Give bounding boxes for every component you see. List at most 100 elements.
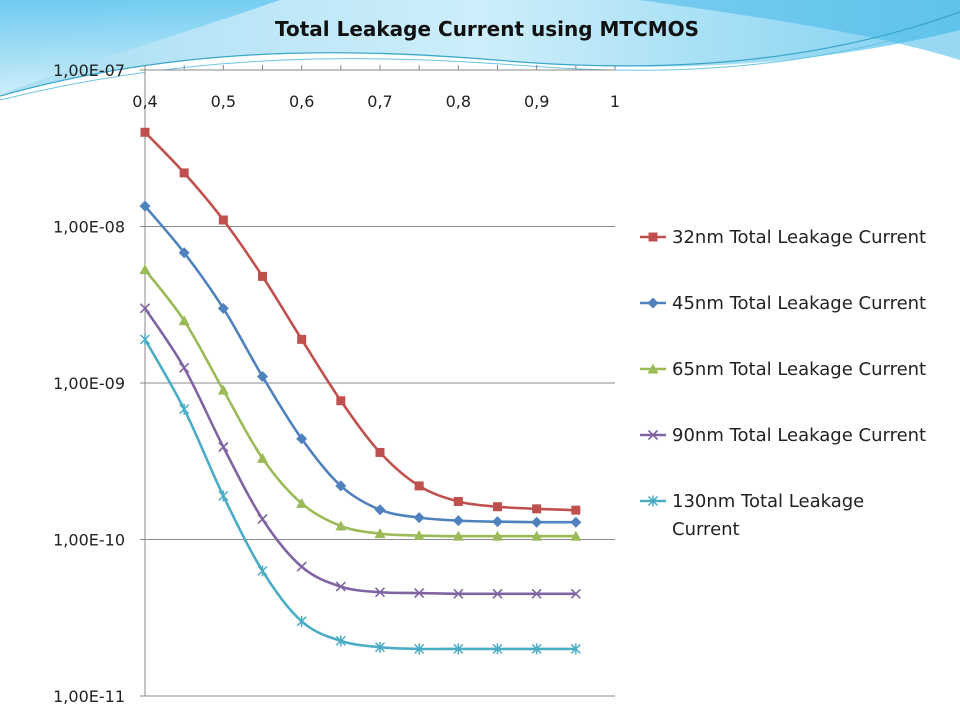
x-tick-label: 0,8 xyxy=(446,92,471,111)
data-point-marker xyxy=(532,504,542,514)
data-point-marker xyxy=(493,502,502,512)
data-point-marker xyxy=(413,512,425,524)
legend-entry: 32nm Total Leakage Current xyxy=(640,227,926,248)
data-point-marker xyxy=(139,264,151,275)
data-point-marker xyxy=(374,587,386,598)
data-point-marker xyxy=(336,396,346,406)
header-wave-decoration xyxy=(0,0,960,101)
data-point-marker xyxy=(374,528,386,539)
x-tick-label: 0,6 xyxy=(289,92,314,111)
data-point-marker xyxy=(647,429,659,441)
data-point-marker xyxy=(335,635,346,647)
data-point-marker xyxy=(414,481,424,491)
data-point-marker xyxy=(647,495,659,507)
plot-area: 0,4 0,5 0,6 0,7 0,8 0,9 1 1,00E-071,00E-081,00… xyxy=(53,61,620,706)
legend-entry: 130nm Total Leakage Current xyxy=(640,491,864,540)
legend-label: 90nm Total Leakage Current xyxy=(672,425,926,446)
data-point-marker xyxy=(218,441,229,453)
data-point-marker xyxy=(218,215,228,225)
data-point-marker xyxy=(492,530,503,541)
x-tick-label: 0,5 xyxy=(211,92,236,111)
legend-entry: 90nm Total Leakage Current xyxy=(640,425,926,446)
legend-label: 45nm Total Leakage Current xyxy=(672,293,926,314)
data-point-marker xyxy=(492,643,503,655)
data-point-marker xyxy=(413,530,425,541)
data-point-marker xyxy=(453,588,464,599)
legend-label: 65nm Total Leakage Current xyxy=(672,359,926,380)
y-tick-label: 1,00E-08 xyxy=(53,218,125,237)
legend: 32nm Total Leakage Current 45nm Total Lea… xyxy=(640,227,926,540)
data-point-marker xyxy=(374,641,386,653)
data-point-marker xyxy=(139,333,151,345)
legend-entry: 65nm Total Leakage Current xyxy=(640,359,926,380)
series-2 xyxy=(139,200,582,528)
data-point-marker xyxy=(453,496,463,506)
data-point-marker xyxy=(139,200,151,212)
data-point-marker xyxy=(531,643,542,655)
y-tick-label: 1,00E-09 xyxy=(53,374,125,393)
data-point-marker xyxy=(139,303,151,314)
data-point-marker xyxy=(296,561,307,572)
data-point-marker xyxy=(217,302,229,314)
data-point-marker xyxy=(258,271,267,281)
y-axis-ticks: 1,00E-07 1,00E-08 1,00E-09 1,00E-10 1,00E-11 xyxy=(53,61,145,706)
data-point-marker xyxy=(296,615,307,627)
data-point-marker xyxy=(492,588,503,599)
series-4 xyxy=(139,303,581,599)
data-point-marker xyxy=(178,315,190,326)
data-point-marker xyxy=(570,588,581,599)
data-point-marker xyxy=(179,168,189,178)
series-1 xyxy=(140,127,581,515)
x-tick-label: 0,7 xyxy=(367,92,392,111)
data-point-marker xyxy=(531,588,542,599)
data-point-marker xyxy=(257,371,268,383)
y-tick-label: 1,00E-11 xyxy=(53,687,125,706)
data-point-marker xyxy=(647,363,659,374)
data-point-marker xyxy=(217,384,229,395)
legend-entry: 45nm Total Leakage Current xyxy=(640,293,926,314)
data-point-marker xyxy=(414,643,425,655)
data-point-marker xyxy=(335,480,347,492)
y-tick-label: 1,00E-10 xyxy=(53,531,125,550)
data-point-marker xyxy=(140,127,150,137)
y-tick-label: 1,00E-07 xyxy=(53,61,125,80)
data-point-marker xyxy=(179,362,190,373)
x-tick-label: 0,4 xyxy=(132,92,157,111)
data-point-marker xyxy=(335,581,346,592)
series-5 xyxy=(139,333,581,655)
data-point-marker xyxy=(452,515,464,527)
x-tick-label: 0,9 xyxy=(524,92,549,111)
data-point-marker xyxy=(647,297,659,309)
data-point-marker xyxy=(414,587,425,599)
x-axis-ticks: 0,4 0,5 0,6 0,7 0,8 0,9 1 xyxy=(132,65,620,111)
data-point-marker xyxy=(257,452,268,463)
data-point-marker xyxy=(531,516,543,528)
data-point-marker xyxy=(297,334,307,344)
data-point-marker xyxy=(648,232,658,242)
x-tick-label: 1 xyxy=(610,92,620,111)
data-point-marker xyxy=(374,504,386,516)
data-point-marker xyxy=(452,530,464,541)
data-point-marker xyxy=(296,433,308,445)
data-point-marker xyxy=(375,447,385,457)
data-point-marker xyxy=(257,565,268,577)
data-point-marker xyxy=(335,520,347,531)
data-point-marker xyxy=(570,530,582,541)
legend-label: 32nm Total Leakage Current xyxy=(672,227,926,248)
data-point-marker xyxy=(570,516,582,528)
data-point-marker xyxy=(453,643,464,655)
data-point-marker xyxy=(531,530,543,541)
legend-label: 130nm Total Leakage Current xyxy=(672,491,864,540)
data-point-marker xyxy=(571,505,581,515)
chart-title: Total Leakage Current using MTCMOS xyxy=(275,17,699,41)
data-point-marker xyxy=(296,497,308,508)
data-point-marker xyxy=(257,514,268,525)
data-point-marker xyxy=(492,516,503,528)
data-point-marker xyxy=(179,403,190,415)
series-layer xyxy=(139,127,582,655)
data-point-marker xyxy=(218,490,229,502)
series-3 xyxy=(139,264,582,541)
data-point-marker xyxy=(570,643,581,655)
data-point-marker xyxy=(178,247,190,259)
